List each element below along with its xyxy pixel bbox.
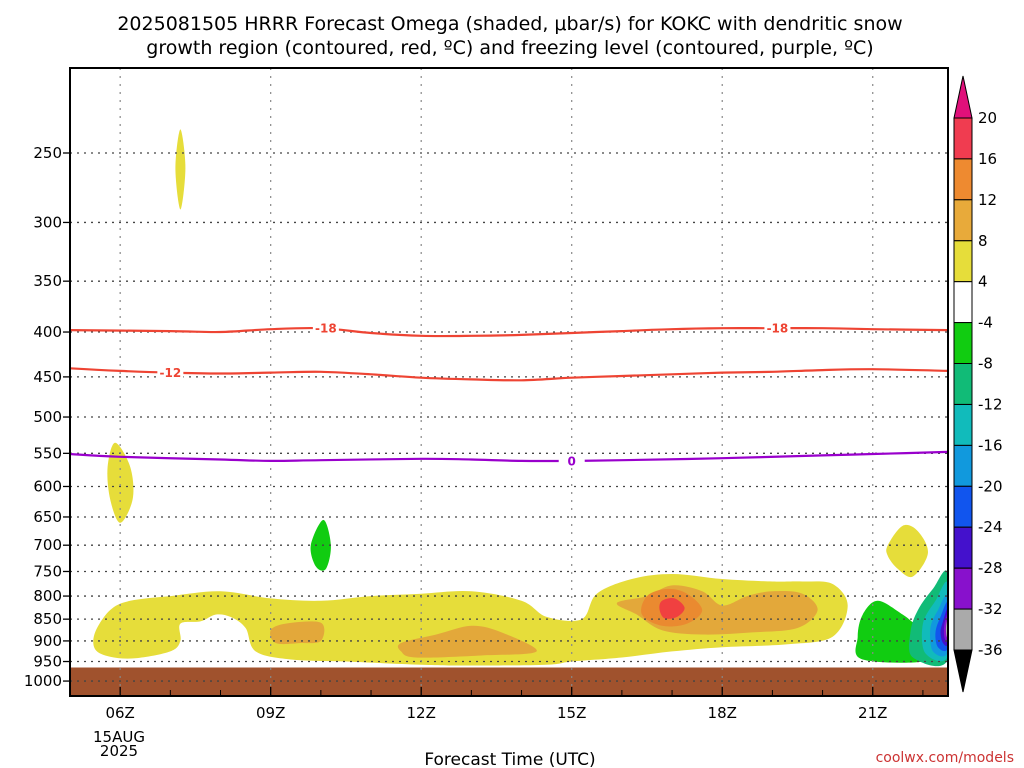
y-tick-label-2: 350 (33, 272, 62, 290)
contour-label-0-1: -18 (767, 322, 789, 336)
plot-area: -18 -18 -12 0 (69, 67, 949, 697)
contour-line-0 (70, 326, 948, 338)
colorbar-label-0: 20 (978, 109, 997, 127)
omega-region-0 (175, 129, 186, 210)
y-tick-label-12: 850 (33, 610, 62, 628)
credit-text: coolwx.com/models (876, 750, 1014, 766)
omega-region-5 (397, 625, 537, 658)
grid-lines (70, 68, 948, 696)
y-tick-label-11: 800 (33, 587, 62, 605)
colorbar-label-13: -36 (978, 641, 1003, 659)
colorbar-segment-0 (953, 117, 973, 160)
colorbar-segment-10 (953, 526, 973, 569)
contour-label-bg-0-1 (764, 321, 791, 336)
x-tick-label-1: 09Z (256, 704, 285, 722)
contour-label-bg-1-0 (157, 365, 184, 380)
y-tick-label-5: 500 (33, 408, 62, 426)
chart-title-line-1: 2025081505 HRRR Forecast Omega (shaded, … (117, 13, 902, 35)
y-tick-label-3: 400 (33, 323, 62, 341)
omega-region-2 (886, 524, 928, 578)
contour-label-2-0: 0 (568, 454, 576, 468)
colorbar-segment-9 (953, 485, 973, 528)
colorbar-segment-8 (953, 444, 973, 487)
omega-region-4 (270, 621, 325, 645)
omega-region-8 (659, 598, 685, 619)
colorbar-label-3: 8 (978, 232, 988, 250)
x-tick-label-4: 18Z (708, 704, 737, 722)
pressure-axis: 250 300 350 400 450 500 550 600 650 700 750 800 850 9… (24, 144, 70, 690)
colorbar-segment-1 (953, 158, 973, 201)
omega-region-1 (107, 442, 134, 523)
time-axis: 06Z 09Z 12Z 15Z 18Z 21Z (105, 687, 887, 722)
colorbar-label-7: -12 (978, 396, 1003, 414)
omega-shading (93, 129, 948, 667)
contour-label-0-0: -18 (315, 322, 337, 336)
colorbar-segment-12 (953, 608, 973, 651)
contour-line-1 (70, 367, 948, 382)
y-tick-label-1: 300 (33, 213, 62, 231)
colorbar-label-6: -8 (978, 355, 993, 373)
y-tick-label-14: 950 (33, 653, 62, 671)
colorbar-segment-6 (953, 363, 973, 405)
colorbar-segment-7 (953, 404, 973, 446)
contour-line-2 (70, 450, 948, 463)
plot-frame (69, 67, 949, 697)
y-tick-label-9: 700 (33, 536, 62, 554)
x-axis-label: Forecast Time (UTC) (424, 750, 595, 768)
colorbar-label-2: 12 (978, 191, 997, 209)
y-tick-label-8: 650 (33, 508, 62, 526)
x-date-label-day: 15AUG (93, 728, 145, 746)
x-date-label-year: 2025 (100, 742, 138, 760)
colorbar-label-10: -24 (978, 518, 1003, 536)
colorbar-top-arrow (953, 75, 973, 119)
omega-region-9 (310, 519, 331, 571)
y-tick-label-10: 750 (33, 562, 62, 580)
y-tick-label-13: 900 (33, 632, 62, 650)
y-tick-label-4: 450 (33, 368, 62, 386)
colorbar-segment-2 (953, 199, 973, 242)
colorbar-label-5: -4 (978, 314, 993, 332)
colorbar-label-11: -28 (978, 559, 1003, 577)
x-tick-label-2: 12Z (407, 704, 436, 722)
ground-below-surface (70, 667, 948, 696)
colorbar-label-8: -16 (978, 436, 1003, 454)
colorbar-label-12: -32 (978, 600, 1003, 618)
colorbar-label-1: 16 (978, 150, 997, 168)
y-tick-label-6: 550 (33, 444, 62, 462)
chart-title-line-2: growth region (contoured, red, ºC) and f… (146, 37, 873, 59)
y-tick-label-7: 600 (33, 477, 62, 495)
colorbar-label-9: -20 (978, 477, 1003, 495)
colorbar: 20 16 12 8 4 -4 -8 -12 -16 -20 -24 -28 -32 -36 (953, 75, 1003, 693)
contour-label-1-0: -12 (159, 366, 181, 380)
temperature-contours: -18 -18 -12 0 (70, 321, 948, 468)
contour-label-bg-0-0 (312, 321, 339, 336)
x-tick-label-3: 15Z (557, 704, 586, 722)
colorbar-segment-4 (953, 281, 973, 324)
y-tick-label-0: 250 (33, 144, 62, 162)
x-tick-label-0: 06Z (105, 704, 134, 722)
y-tick-label-15: 1000 (24, 672, 62, 690)
colorbar-segment-3 (953, 240, 973, 283)
x-tick-label-5: 21Z (858, 704, 887, 722)
colorbar-segment-5 (953, 322, 973, 365)
colorbar-segment-11 (953, 567, 973, 610)
colorbar-label-4: 4 (978, 273, 988, 291)
colorbar-bottom-arrow (953, 649, 973, 693)
contour-label-bg-2-0 (558, 453, 585, 468)
